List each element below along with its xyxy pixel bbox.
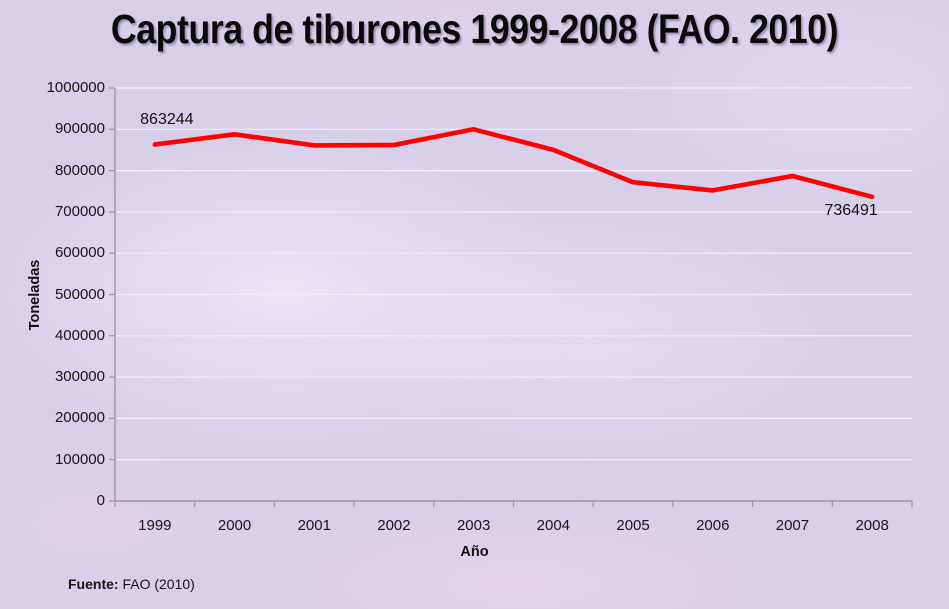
- data-label-1999: 863244: [140, 111, 194, 129]
- x-tick-label: 2000: [217, 517, 252, 534]
- x-tick-label: 2005: [616, 517, 650, 534]
- y-tick-label: 800000: [54, 161, 105, 179]
- y-tick-label: 1000000: [46, 79, 105, 96]
- x-tick-label: 2001: [297, 517, 331, 534]
- y-axis-title: Toneladas: [27, 259, 43, 331]
- x-tick-label: 2008: [855, 517, 889, 534]
- source-note: Fuente: FAO (2010): [68, 576, 195, 592]
- data-label-2008: 736491: [824, 201, 878, 219]
- source-text: FAO (2010): [118, 576, 195, 592]
- x-tick-label: 2002: [377, 517, 411, 534]
- y-tick-label: 0: [96, 492, 105, 509]
- x-tick-label: 2004: [536, 517, 571, 534]
- y-tick-label: 500000: [54, 285, 105, 303]
- x-tick-label: 2003: [456, 517, 491, 534]
- x-axis-title: Año: [460, 544, 489, 560]
- x-tick-label: 2006: [696, 517, 730, 534]
- x-tick-label: 2007: [775, 517, 810, 534]
- y-tick-label: 200000: [54, 409, 105, 427]
- source-label: Fuente:: [68, 576, 119, 592]
- chart-title: Captura de tiburones 1999-2008 (FAO. 201…: [110, 6, 839, 52]
- series-line: [152, 127, 875, 200]
- y-tick-label: 300000: [54, 368, 105, 386]
- y-tick-label: 400000: [54, 326, 105, 344]
- x-tick-label: 1999: [138, 517, 172, 534]
- y-tick-label: 900000: [54, 120, 105, 138]
- y-tick-label: 100000: [54, 450, 105, 468]
- y-tick-label: 700000: [54, 202, 105, 220]
- y-tick-label: 600000: [54, 244, 105, 262]
